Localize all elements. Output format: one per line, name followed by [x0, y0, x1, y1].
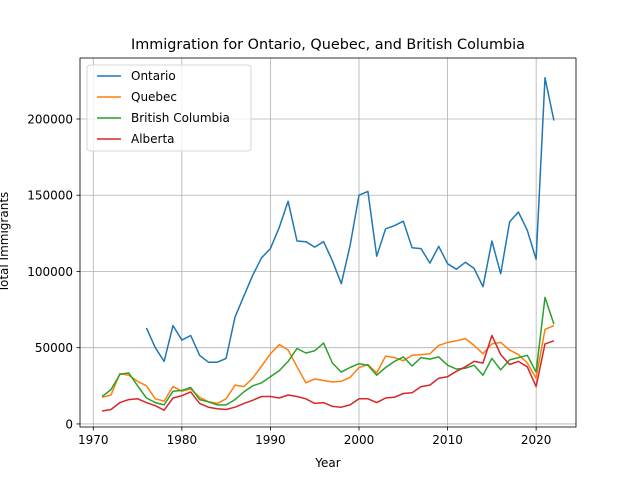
chart-title: Immigration for Ontario, Quebec, and Bri…	[131, 37, 525, 53]
legend-box	[86, 64, 252, 152]
y-axis-label: Total Immigrants	[0, 192, 11, 294]
legend-label-british-columbia: British Columbia	[131, 111, 230, 125]
x-tick-label: 2010	[432, 433, 463, 447]
series-line-ontario	[145, 77, 555, 363]
y-tick-label: 100000	[27, 265, 73, 279]
series-lines	[101, 77, 555, 412]
y-tick-label: 50000	[35, 341, 73, 355]
x-tick-label: 2020	[521, 433, 552, 447]
y-tick-label: 0	[65, 417, 73, 431]
series-line-british-columbia	[101, 296, 555, 406]
grid-lines	[80, 58, 576, 427]
plot-frame	[79, 57, 577, 428]
series-line-alberta	[101, 334, 555, 412]
series-line-quebec	[101, 324, 555, 405]
axis-ticks: 1970 1980 1990 2000 2010 2020 0 50000 100000 1500…	[27, 112, 551, 447]
legend: Ontario Quebec British Columbia Alberta	[86, 64, 252, 152]
y-tick-label: 200000	[27, 112, 73, 126]
x-axis-label: Year	[314, 456, 340, 470]
legend-label-quebec: Quebec	[131, 90, 177, 104]
x-tick-label: 1990	[255, 433, 286, 447]
legend-label-ontario: Ontario	[131, 69, 176, 83]
x-tick-label: 1980	[167, 433, 198, 447]
x-tick-label: 1970	[78, 433, 109, 447]
legend-label-alberta: Alberta	[131, 132, 175, 146]
x-tick-label: 2000	[344, 433, 375, 447]
y-tick-label: 150000	[27, 189, 73, 203]
